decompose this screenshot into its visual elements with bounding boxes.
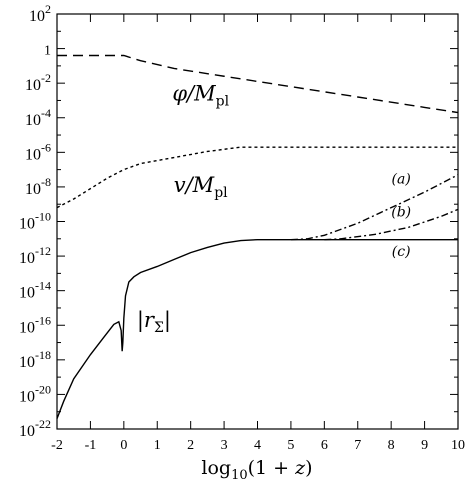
y-tick-base: 10 xyxy=(19,250,35,267)
x-tick-label: 10 xyxy=(451,438,465,453)
y-tick-base: 10 xyxy=(19,423,35,440)
y-tick-exponent: -12 xyxy=(35,244,51,258)
label-phi: φ/Mpl xyxy=(172,81,229,109)
y-tick-exponent: -22 xyxy=(35,417,51,431)
x-tick-label: -1 xyxy=(85,438,97,453)
y-tick-label: 10-4 xyxy=(25,106,51,129)
xlabel-base: 10 xyxy=(231,468,248,483)
label-main: v/M xyxy=(174,173,215,197)
y-tick-exponent: -4 xyxy=(41,106,51,120)
y-tick-label: 10-6 xyxy=(25,140,51,163)
x-tick-label: 9 xyxy=(421,438,428,453)
x-tick-label: 2 xyxy=(187,438,194,453)
label-c: (c) xyxy=(392,244,411,260)
y-tick-base: 10 xyxy=(19,285,35,302)
y-tick-base: 10 xyxy=(25,112,41,129)
y-ticks: 102110-210-410-610-810-1010-1210-1410-16… xyxy=(19,2,458,440)
y-tick-base: 10 xyxy=(25,181,41,198)
y-tick-exponent: -16 xyxy=(35,313,51,327)
y-tick-exponent: -8 xyxy=(41,175,51,189)
xlabel-close: ) xyxy=(305,457,312,479)
x-tick-label: 4 xyxy=(254,438,261,453)
series-group xyxy=(56,54,459,419)
series-v xyxy=(56,146,458,209)
x-tick-label: -2 xyxy=(51,438,63,453)
x-tick-label: 5 xyxy=(287,438,294,453)
x-tick-label: 6 xyxy=(321,438,328,453)
xlabel-arg: (1 + xyxy=(248,457,296,479)
y-tick-label: 10-10 xyxy=(19,210,51,233)
x-tick-label: 7 xyxy=(354,438,361,453)
x-tick-label: 0 xyxy=(120,438,127,453)
label-subscript: Σ xyxy=(154,320,164,336)
y-tick-base: 10 xyxy=(19,388,35,405)
y-tick-exponent: -18 xyxy=(35,348,51,362)
label-a: (a) xyxy=(392,171,411,187)
plot-frame xyxy=(56,13,459,430)
y-tick-label: 10-22 xyxy=(19,417,51,440)
label-subscript: pl xyxy=(216,93,230,109)
x-tick-label: 8 xyxy=(388,438,395,453)
y-tick-exponent: -6 xyxy=(41,140,51,154)
y-tick-label: 10-12 xyxy=(19,244,51,267)
label-tail: | xyxy=(164,308,171,333)
y-tick-label: 1 xyxy=(44,44,51,59)
y-tick-exponent: 2 xyxy=(45,2,51,16)
y-tick-label: 10-16 xyxy=(19,313,51,336)
label-b: (b) xyxy=(391,204,411,220)
x-tick-label: 3 xyxy=(221,438,228,453)
label-main: |r xyxy=(137,308,156,333)
x-axis-label: log10(1 + z) xyxy=(201,457,312,483)
xlabel-z: z xyxy=(294,457,306,479)
y-tick-label: 10-8 xyxy=(25,175,51,198)
y-tick-exponent: -14 xyxy=(35,279,51,293)
label-main: φ/M xyxy=(172,81,216,105)
x-tick-label: 1 xyxy=(154,438,161,453)
y-tick-base: 10 xyxy=(25,146,41,163)
series-b xyxy=(324,208,459,241)
series-a xyxy=(290,174,459,241)
series-phi xyxy=(57,54,459,114)
y-tick-base: 10 xyxy=(19,216,35,233)
y-tick-base: 10 xyxy=(29,8,45,25)
y-tick-label: 10-18 xyxy=(19,348,51,371)
y-tick-label: 102 xyxy=(29,2,51,25)
y-tick-base: 10 xyxy=(19,319,35,336)
y-tick-label: 10-14 xyxy=(19,279,51,302)
y-tick-exponent: -2 xyxy=(41,71,51,85)
label-rsig: |rΣ| xyxy=(137,308,171,336)
y-tick-base: 10 xyxy=(19,354,35,371)
series-r_sigma xyxy=(56,238,458,419)
y-tick-exponent: -20 xyxy=(35,382,51,396)
y-tick-exponent: -10 xyxy=(35,210,51,224)
y-tick-label: 10-20 xyxy=(19,382,51,405)
x-ticks: -2 -1 0 1 2 3 4 5 6 7 8 9 10 xyxy=(51,14,465,453)
label-subscript: pl xyxy=(214,185,228,201)
label-v: v/Mpl xyxy=(174,173,228,201)
xlabel-log: log xyxy=(201,457,231,479)
y-tick-base: 10 xyxy=(25,77,41,94)
y-tick-label: 10-2 xyxy=(25,71,51,94)
